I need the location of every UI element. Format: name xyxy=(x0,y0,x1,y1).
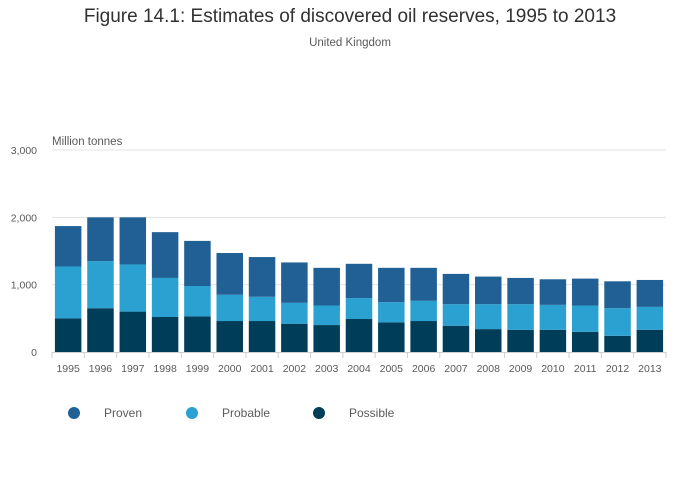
legend-swatch xyxy=(68,407,80,419)
bar-probable-2002 xyxy=(281,302,308,324)
bar-possible-2002 xyxy=(281,323,308,352)
bar-probable-2000 xyxy=(216,294,243,322)
x-tick-label: 1996 xyxy=(89,363,113,375)
bar-probable-1999 xyxy=(184,286,211,317)
bar-probable-2007 xyxy=(442,304,470,326)
legend-swatch xyxy=(313,407,325,419)
bar-possible-2005 xyxy=(378,322,405,352)
x-tick-label: 2009 xyxy=(509,363,533,375)
bar-proven-2013 xyxy=(636,279,664,307)
y-tick-label: 2,000 xyxy=(11,212,37,224)
bar-possible-1998 xyxy=(151,316,179,352)
bar-possible-1995 xyxy=(54,318,82,352)
bar-proven-2000 xyxy=(216,253,243,295)
bar-probable-2001 xyxy=(248,296,276,322)
x-tick-label: 2003 xyxy=(315,363,339,375)
x-tick-label: 1995 xyxy=(56,363,80,375)
bar-possible-2010 xyxy=(539,329,567,352)
y-tick-label: 0 xyxy=(31,347,37,359)
bar-possible-1999 xyxy=(184,316,211,352)
bar-proven-1996 xyxy=(87,217,114,262)
bar-possible-2003 xyxy=(313,325,340,352)
x-tick-label: 2002 xyxy=(283,363,307,375)
bar-probable-2010 xyxy=(539,304,567,330)
bar-proven-2011 xyxy=(571,278,599,306)
x-tick-label: 2013 xyxy=(638,363,662,375)
bar-proven-2007 xyxy=(442,273,470,305)
x-tick-label: 2000 xyxy=(218,363,242,375)
bar-probable-2005 xyxy=(378,302,405,323)
bar-probable-2006 xyxy=(410,300,437,322)
bar-probable-2011 xyxy=(571,305,599,332)
bar-possible-2007 xyxy=(442,325,470,352)
bar-probable-2003 xyxy=(313,305,340,326)
x-tick-label: 1998 xyxy=(153,363,177,375)
bar-proven-1995 xyxy=(54,226,82,267)
bar-proven-2009 xyxy=(507,277,534,305)
bar-possible-2009 xyxy=(507,329,534,352)
bar-proven-1999 xyxy=(184,240,211,287)
bar-proven-2003 xyxy=(313,267,340,306)
chart-legend: Proven Probable Possible xyxy=(0,406,700,430)
bar-possible-2000 xyxy=(216,321,243,352)
x-tick-label: 2005 xyxy=(380,363,404,375)
x-tick-label: 2011 xyxy=(574,363,597,375)
legend-label: Proven xyxy=(104,406,143,420)
bar-proven-2004 xyxy=(345,263,373,299)
x-tick-label: 1997 xyxy=(121,363,145,375)
bar-probable-2009 xyxy=(507,304,534,330)
bar-probable-1995 xyxy=(54,266,82,319)
legend-swatch xyxy=(186,407,198,419)
bar-probable-1998 xyxy=(151,277,179,317)
bar-possible-2013 xyxy=(636,329,664,352)
bar-possible-1996 xyxy=(87,308,114,352)
bar-possible-2001 xyxy=(248,321,276,352)
bar-proven-2006 xyxy=(410,267,437,301)
bar-possible-2011 xyxy=(571,331,599,352)
chart-subtitle: United Kingdom xyxy=(309,37,391,49)
legend-item-possible[interactable]: Possible xyxy=(313,406,394,420)
y-axis-label: Million tonnes xyxy=(52,136,123,148)
bar-possible-2004 xyxy=(345,319,373,352)
legend-label: Possible xyxy=(349,406,395,420)
bar-proven-2002 xyxy=(281,262,308,303)
y-tick-label: 1,000 xyxy=(11,280,37,292)
x-tick-label: 2010 xyxy=(541,363,565,375)
bar-probable-2004 xyxy=(345,298,373,320)
bar-probable-2012 xyxy=(604,308,631,336)
bar-possible-2006 xyxy=(410,321,437,352)
bar-proven-1998 xyxy=(151,232,179,278)
bar-proven-2008 xyxy=(475,276,502,305)
bar-probable-1997 xyxy=(119,264,147,312)
x-tick-label: 2004 xyxy=(347,363,371,375)
x-tick-label: 2006 xyxy=(412,363,436,375)
bar-probable-1996 xyxy=(87,261,114,309)
legend-label: Probable xyxy=(222,406,271,420)
x-tick-label: 1999 xyxy=(186,363,210,375)
bar-probable-2013 xyxy=(636,306,664,330)
bar-possible-2012 xyxy=(604,335,631,352)
x-tick-label: 2007 xyxy=(444,363,468,375)
x-tick-label: 2001 xyxy=(250,363,274,375)
x-tick-label: 2008 xyxy=(477,363,501,375)
bar-possible-2008 xyxy=(475,329,502,352)
chart-title: Figure 14.1: Estimates of discovered oil… xyxy=(83,6,617,27)
bar-probable-2008 xyxy=(475,304,502,330)
bar-proven-2010 xyxy=(539,279,567,305)
bar-proven-2012 xyxy=(604,281,631,309)
x-tick-label: 2012 xyxy=(606,363,630,375)
y-tick-label: 3,000 xyxy=(11,145,37,157)
bar-proven-2005 xyxy=(378,267,405,303)
legend-item-proven[interactable]: Proven xyxy=(68,406,142,420)
bar-proven-1997 xyxy=(119,217,147,265)
legend-item-probable[interactable]: Probable xyxy=(186,406,270,420)
stacked-bar-chart: 0 1,000 2,000 3,000 1995 1996 1997 1998 1999 2000… xyxy=(11,145,667,375)
bar-proven-2001 xyxy=(248,257,276,297)
bar-possible-1997 xyxy=(119,311,147,352)
